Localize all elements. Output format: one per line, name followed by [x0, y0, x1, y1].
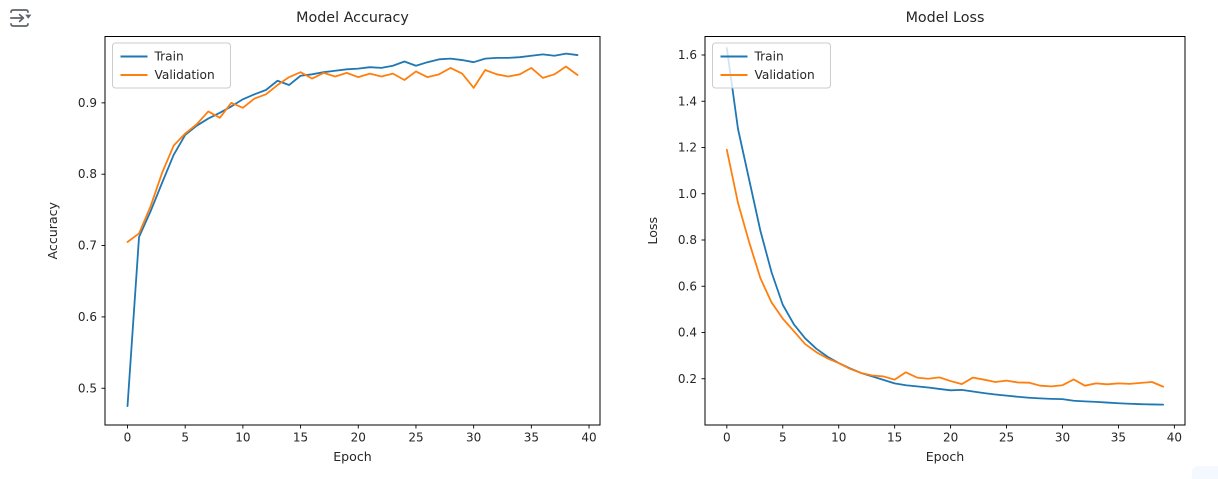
x-tick-label: 35 — [524, 431, 539, 445]
x-tick-label: 5 — [181, 431, 189, 445]
model-loss-validation-line — [725, 148, 1165, 388]
model-loss-chart: Model Loss Epoch Loss 0 5 10 15 20 25 30 35 40 0.2 0.… — [645, 10, 1186, 464]
model-loss-ylabel: Loss — [645, 217, 660, 245]
legend-label-train: Train — [154, 50, 184, 64]
legend-box — [712, 42, 831, 89]
y-tick-label: 0.8 — [78, 167, 97, 181]
y-tick-label: 0.9 — [78, 96, 97, 110]
legend-label-train: Train — [754, 50, 784, 64]
x-tick-label: 10 — [831, 431, 846, 445]
model-loss-xlabel: Epoch — [926, 449, 965, 464]
x-tick-label: 15 — [887, 431, 902, 445]
y-tick-label: 1.2 — [678, 141, 697, 155]
y-tick-label: 1.4 — [678, 94, 697, 108]
model-loss-plot-frame — [704, 36, 1186, 426]
x-tick-label: 35 — [1111, 431, 1126, 445]
y-tick-label: 0.7 — [78, 239, 97, 253]
x-tick-label: 30 — [466, 431, 481, 445]
y-tick-label: 0.5 — [78, 381, 97, 395]
model-accuracy-series — [126, 52, 579, 407]
model-accuracy-validation-line — [126, 65, 579, 243]
model-accuracy-legend: Train Validation — [112, 42, 231, 89]
x-tick-label: 20 — [351, 431, 366, 445]
corner-shadow — [1192, 466, 1218, 479]
y-tick-label: 1.0 — [678, 187, 697, 201]
model-loss-series — [725, 47, 1165, 406]
x-tick-label: 5 — [779, 431, 787, 445]
model-accuracy-train-line — [126, 52, 579, 407]
legend-label-validation: Validation — [155, 68, 215, 82]
model-loss-train-line — [725, 47, 1165, 406]
legend-box — [112, 42, 231, 89]
x-tick-label: 40 — [581, 431, 596, 445]
y-tick-label: 0.4 — [678, 326, 697, 340]
cell-output-menu-button[interactable] — [7, 7, 35, 33]
y-tick-label: 0.8 — [678, 233, 697, 247]
x-tick-label: 25 — [999, 431, 1014, 445]
x-tick-label: 20 — [943, 431, 958, 445]
x-tick-label: 25 — [408, 431, 423, 445]
y-tick-label: 0.6 — [78, 310, 97, 324]
y-tick-label: 1.6 — [678, 48, 697, 62]
x-tick-label: 10 — [235, 431, 250, 445]
model-loss-title: Model Loss — [906, 10, 985, 26]
model-accuracy-plot-frame — [104, 36, 601, 426]
y-tick-label: 0.6 — [678, 279, 697, 293]
y-tick-label: 0.2 — [678, 372, 697, 386]
model-accuracy-chart: Model Accuracy Epoch Accuracy 0 5 10 15 20 25 30 3… — [45, 10, 601, 464]
legend-label-validation: Validation — [755, 68, 815, 82]
model-accuracy-xlabel: Epoch — [333, 449, 372, 464]
model-accuracy-title: Model Accuracy — [296, 10, 409, 26]
x-tick-label: 0 — [124, 431, 132, 445]
model-accuracy-ylabel: Accuracy — [45, 201, 60, 259]
cell-output-menu-icon — [9, 9, 32, 27]
x-tick-label: 0 — [723, 431, 731, 445]
model-loss-legend: Train Validation — [712, 42, 831, 89]
x-tick-label: 15 — [293, 431, 308, 445]
x-tick-label: 30 — [1055, 431, 1070, 445]
x-tick-label: 40 — [1167, 431, 1182, 445]
